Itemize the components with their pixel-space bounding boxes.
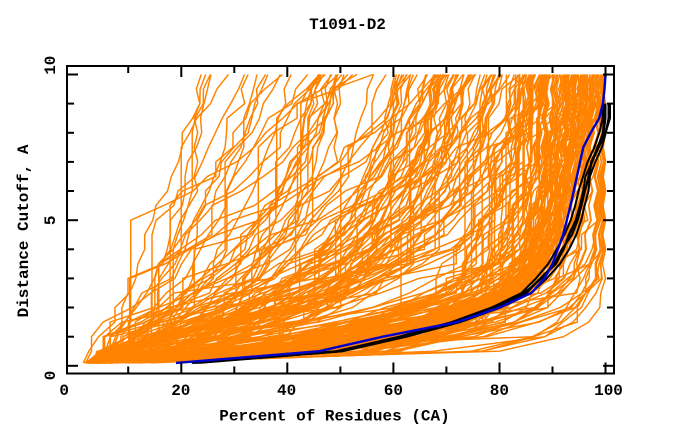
svg-text:10: 10 bbox=[42, 56, 60, 75]
svg-text:60: 60 bbox=[384, 382, 403, 400]
svg-text:80: 80 bbox=[490, 382, 509, 400]
svg-text:Percent of Residues (CA): Percent of Residues (CA) bbox=[219, 408, 449, 426]
svg-text:T1091-D2: T1091-D2 bbox=[309, 16, 386, 34]
svg-text:0: 0 bbox=[59, 382, 69, 400]
svg-text:Distance Cutoff, A: Distance Cutoff, A bbox=[15, 144, 33, 317]
svg-text:0: 0 bbox=[42, 371, 60, 381]
svg-text:5: 5 bbox=[42, 215, 60, 225]
svg-text:100: 100 bbox=[594, 382, 623, 400]
svg-text:40: 40 bbox=[277, 382, 296, 400]
svg-text:20: 20 bbox=[171, 382, 190, 400]
